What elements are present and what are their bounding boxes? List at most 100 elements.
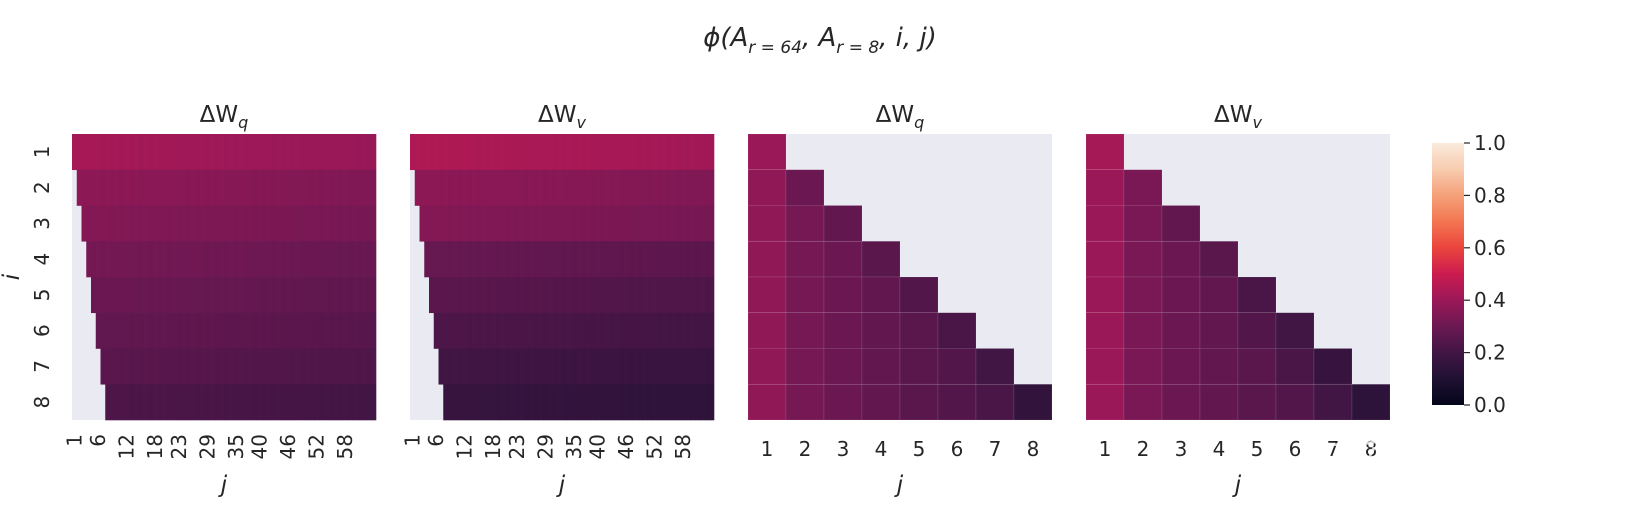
heatmap-cell [195,205,201,242]
heatmap-cell [91,205,97,242]
heatmap-cell [443,348,449,385]
heatmap-cell [357,169,363,206]
heatmap-cell [571,312,577,349]
heatmap-cell [509,312,515,349]
heatmap-cell [704,169,710,206]
heatmap-cell [676,205,682,242]
heatmap-cell [666,384,672,421]
heatmap-cell [281,348,287,385]
heatmap-cell [366,205,372,242]
heatmap-cell [181,134,187,171]
colorbar-gradient [1432,143,1464,405]
heatmap-cell [205,348,211,385]
heatmap-cell [823,383,863,421]
heatmap-cell [600,169,606,206]
heatmap-cell [680,384,686,421]
heatmap-cell [148,169,154,206]
heatmap-cell [285,277,291,314]
heatmap-cell [785,276,825,314]
heatmap-cell [110,134,116,171]
heatmap-cell [366,277,372,314]
heatmap-cell [576,277,582,314]
x-tick-label: 1 [400,434,424,447]
heatmap-cell [1085,312,1125,349]
panel-title: ΔWv [538,102,586,132]
heatmap-cell [338,384,344,421]
heatmap-cell [528,277,534,314]
heatmap-cell [352,241,358,278]
heatmap-cell [509,169,515,206]
heatmap-cell [252,134,258,171]
heatmap-cell [309,277,315,314]
heatmap-cell [490,312,496,349]
heatmap-cell [486,277,492,314]
heatmap-cell [443,134,449,171]
heatmap-cell [505,134,511,171]
heatmap-cell [695,205,701,242]
heatmap-cell [595,205,601,242]
heatmap-cell [152,277,158,314]
heatmap-cell [585,241,591,278]
heatmap-cell [462,312,468,349]
heatmap-cell [91,277,97,314]
heatmap-cell [342,312,348,349]
heatmap-cell [690,312,696,349]
heatmap-cell [214,169,220,206]
x-axis-label: j [894,472,904,498]
heatmap-cell [433,169,439,206]
y-axis-label: i [0,273,25,280]
heatmap-cell [285,348,291,385]
heatmap-cell [247,312,253,349]
heatmap-cell [661,312,667,349]
heatmap-panel-2: ΔWv 1 6 12 18 23 29 35 40 46 52 58 j [400,102,715,498]
heatmap-cell [462,241,468,278]
heatmap-cell [209,134,215,171]
heatmap-cell [271,241,277,278]
heatmap-cell [290,277,296,314]
heatmap-cell [457,312,463,349]
x-tick-label: 8 [1027,437,1040,461]
heatmap-cell [604,277,610,314]
heatmap-cell [547,312,553,349]
x-tick-label: 40 [586,434,610,459]
heatmap-cell [114,384,120,421]
heatmap-cell [262,205,268,242]
heatmap-cell [295,277,301,314]
heatmap-cell [143,277,149,314]
heatmap-cell [937,312,977,349]
heatmap-cell [176,348,182,385]
colorbar-tick-label: 0.0 [1474,393,1506,417]
heatmap-cell [433,312,439,349]
heatmap-cell [119,277,125,314]
heatmap-cell [1085,240,1125,278]
heatmap-cell [467,312,473,349]
heatmap-cell [171,241,177,278]
heatmap-cell [247,348,253,385]
heatmap-cell [86,169,92,206]
heatmap-cell [186,169,192,206]
heatmap-cell [171,384,177,421]
heatmap-cell [357,241,363,278]
heatmap-cell [100,169,106,206]
heatmap-cell [1199,348,1239,385]
heatmap-cell [152,384,158,421]
heatmap-cell [509,384,515,421]
x-axis-label: j [1232,472,1242,498]
heatmap-cell [148,134,154,171]
x-tick-labels: 1 6 12 18 23 29 35 40 46 52 58 [62,434,357,459]
heatmap-cell [167,348,173,385]
colorbar-tick-label: 1.0 [1474,131,1506,155]
heatmap-cell [281,169,287,206]
heatmap-cell [252,384,258,421]
heatmap-cell [205,205,211,242]
heatmap-cell [471,348,477,385]
heatmap-cell [300,384,306,421]
heatmap-cell [595,384,601,421]
heatmap-cell [609,134,615,171]
heatmap-cell [657,277,663,314]
heatmap-cell [457,205,463,242]
heatmap-cell [271,134,277,171]
heatmap-cell [119,205,125,242]
x-tick-label: 3 [837,437,850,461]
heatmap-cell [547,205,553,242]
